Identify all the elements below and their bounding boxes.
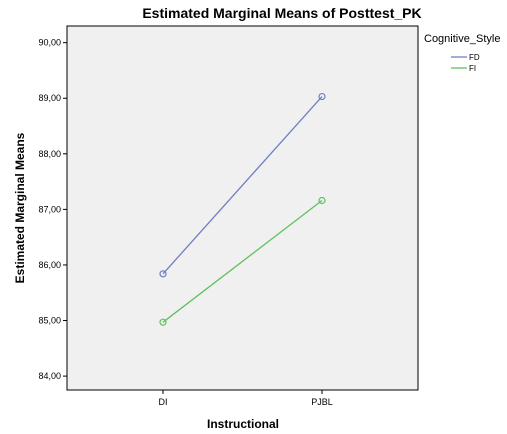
data-point-fd <box>318 92 326 101</box>
x-axis-title: Instructional <box>207 417 279 431</box>
y-tick-label: 84,00 <box>38 371 61 381</box>
series-line-fd <box>162 96 323 275</box>
y-axis-title: Estimated Marginal Means <box>13 132 27 283</box>
y-tick-label: 88,00 <box>38 149 61 159</box>
data-point-fd <box>159 270 167 278</box>
chart-title: Estimated Marginal Means of Posttest_PK <box>142 5 421 21</box>
x-tick-label: DI <box>159 397 168 407</box>
legend: Cognitive_Style FD FI <box>424 33 500 73</box>
y-axis: 84,00 85,00 86,00 87,00 88,00 89,00 90,00 <box>38 38 67 381</box>
legend-title: Cognitive_Style <box>424 33 500 45</box>
y-tick-label: 85,00 <box>38 316 61 326</box>
x-axis: DI PJBL <box>159 390 333 407</box>
series-layer <box>159 92 326 326</box>
data-point-fi <box>318 196 326 205</box>
data-point-fi <box>159 318 167 326</box>
y-tick-label: 90,00 <box>38 38 61 48</box>
y-tick-label: 89,00 <box>38 93 61 103</box>
series-line-fi <box>162 199 323 323</box>
y-tick-label: 86,00 <box>38 260 61 270</box>
x-tick-label: PJBL <box>311 397 333 407</box>
y-tick-label: 87,00 <box>38 204 61 214</box>
legend-items: FD FI <box>451 53 480 73</box>
plot-area <box>66 25 419 391</box>
legend-label-fi: FI <box>469 64 476 73</box>
legend-label-fd: FD <box>469 53 480 62</box>
